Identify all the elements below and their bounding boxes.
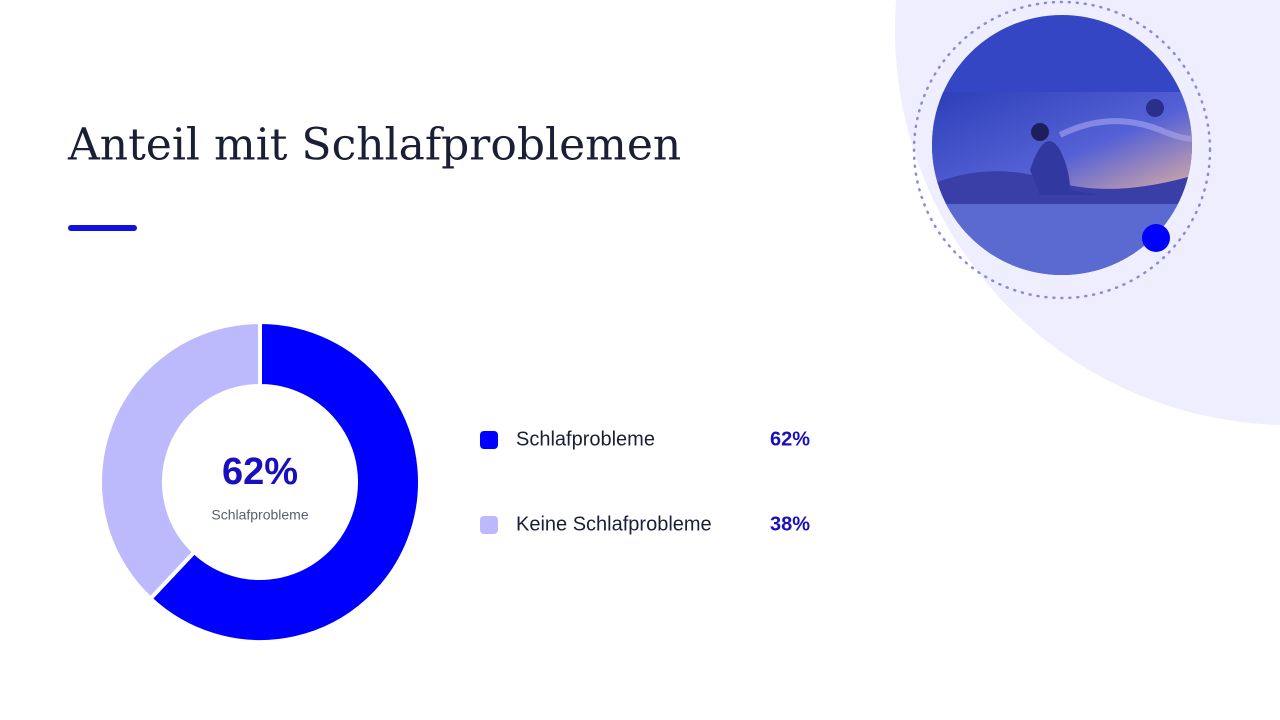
donut-segment — [147, 319, 422, 644]
accent-dot — [1142, 224, 1170, 252]
legend-marker — [480, 431, 498, 449]
legend-value: 62% — [770, 428, 810, 450]
legend-marker — [480, 516, 498, 534]
center-value: 62% — [222, 451, 298, 493]
center-label: Schlafprobleme — [211, 507, 308, 523]
title-underline — [68, 225, 137, 231]
legend-label: Schlafprobleme — [516, 428, 655, 450]
chart-title: Anteil mit Schlafproblemen — [67, 120, 681, 171]
donut-chart — [98, 319, 422, 644]
legend-value: 38% — [770, 513, 810, 535]
donut-segment — [98, 319, 262, 602]
legend-label: Keine Schlafprobleme — [516, 513, 712, 535]
dotted-ring — [912, 0, 1212, 300]
